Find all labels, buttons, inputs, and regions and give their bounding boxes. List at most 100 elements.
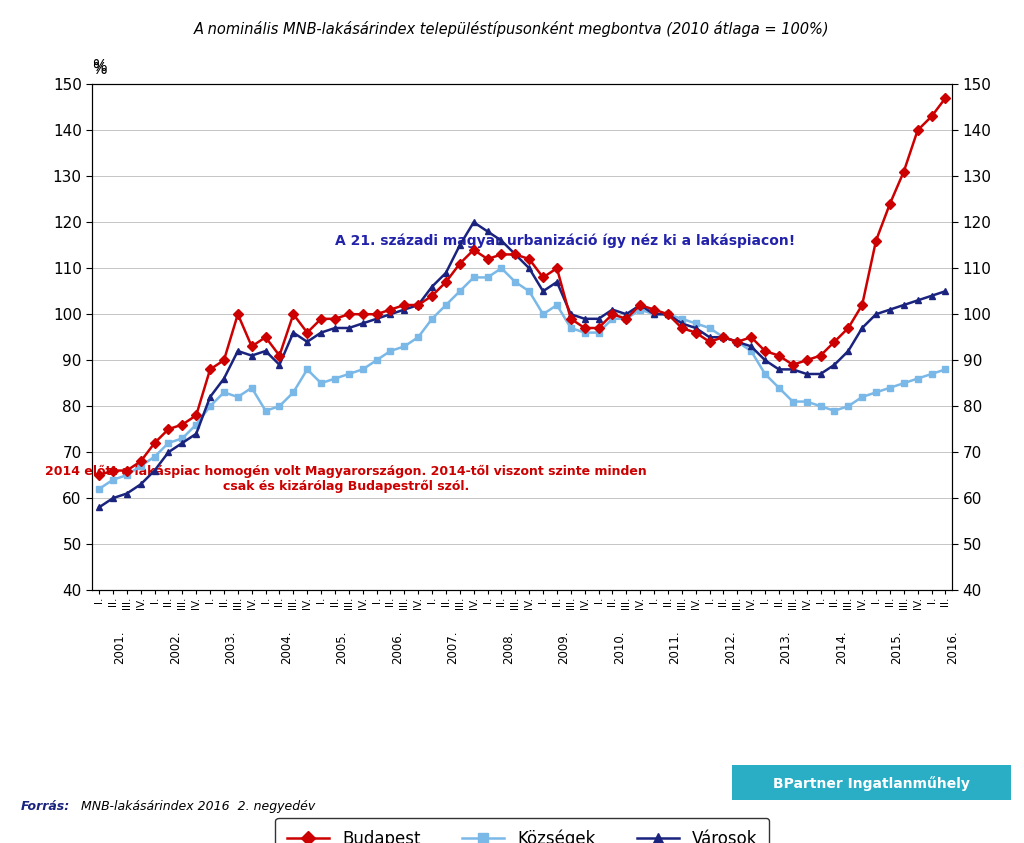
Text: IV.: IV. <box>136 597 145 609</box>
Text: III.: III. <box>177 597 187 609</box>
Text: III.: III. <box>510 597 520 609</box>
Text: I.: I. <box>260 597 270 604</box>
Text: IV.: IV. <box>469 597 478 609</box>
Városok <box>259 346 271 356</box>
Text: 2012.: 2012. <box>724 631 737 664</box>
Text: %: % <box>92 59 106 74</box>
Text: II.: II. <box>385 597 395 606</box>
Városok <box>842 346 854 356</box>
Text: IV.: IV. <box>247 597 257 609</box>
Text: 2002.: 2002. <box>169 631 182 664</box>
Text: I.: I. <box>594 597 603 604</box>
Községek <box>259 405 271 416</box>
Text: %: % <box>92 62 106 78</box>
Text: 2006.: 2006. <box>391 631 403 664</box>
Text: 2005.: 2005. <box>336 631 348 664</box>
Text: III.: III. <box>899 597 908 609</box>
Text: IV.: IV. <box>191 597 201 609</box>
Községek <box>315 379 328 389</box>
Budapest <box>315 314 328 324</box>
Text: II.: II. <box>497 597 507 606</box>
Text: III.: III. <box>455 597 465 609</box>
Text: 2009.: 2009. <box>557 631 570 664</box>
Budapest <box>163 424 175 434</box>
Text: III.: III. <box>289 597 298 609</box>
Text: IV.: IV. <box>524 597 535 609</box>
Községek <box>939 364 951 374</box>
Text: III.: III. <box>844 597 853 609</box>
Text: III.: III. <box>787 597 798 609</box>
Községek <box>93 484 105 494</box>
Városok <box>315 328 328 338</box>
Text: II.: II. <box>885 597 895 606</box>
Budapest <box>926 111 938 121</box>
Text: 2001.: 2001. <box>114 631 126 664</box>
Text: 2003.: 2003. <box>224 631 238 664</box>
Text: IV.: IV. <box>414 597 423 609</box>
Text: IV.: IV. <box>912 597 923 609</box>
Text: Forrás:: Forrás: <box>20 801 70 813</box>
Text: III.: III. <box>344 597 354 609</box>
Text: 2016.: 2016. <box>946 631 958 664</box>
Text: III.: III. <box>232 597 243 609</box>
Text: III.: III. <box>622 597 631 609</box>
Text: BPartner Ingatlanműhely: BPartner Ingatlanműhely <box>773 776 970 791</box>
Text: II.: II. <box>774 597 784 606</box>
Községek <box>523 286 536 296</box>
Text: 2014 előtt a lakáspiac homogén volt Magyarországon. 2014-től viszont szinte mind: 2014 előtt a lakáspiac homogén volt Magy… <box>45 464 647 493</box>
Text: III.: III. <box>122 597 132 609</box>
Text: II.: II. <box>441 597 451 606</box>
Text: II.: II. <box>940 597 950 606</box>
Budapest <box>259 332 271 342</box>
Text: I.: I. <box>815 597 825 604</box>
Text: 2011.: 2011. <box>669 631 681 664</box>
Text: MNB-lakásárindex 2016  2. negyedév: MNB-lakásárindex 2016 2. negyedév <box>77 801 315 813</box>
Text: I.: I. <box>760 597 770 604</box>
Text: III.: III. <box>732 597 742 609</box>
Budapest <box>939 93 951 103</box>
Text: II.: II. <box>330 597 340 606</box>
Text: IV.: IV. <box>357 597 368 609</box>
Városok <box>939 286 951 296</box>
Text: II.: II. <box>108 597 118 606</box>
Text: II.: II. <box>552 597 562 606</box>
Text: I.: I. <box>927 597 937 604</box>
Községek <box>842 401 854 411</box>
Text: I.: I. <box>205 597 215 604</box>
Text: II.: II. <box>607 597 617 606</box>
Text: 2015.: 2015. <box>890 631 903 664</box>
Text: 2008.: 2008. <box>502 631 515 664</box>
Községek <box>621 314 633 324</box>
Text: III.: III. <box>677 597 687 609</box>
Budapest <box>828 336 841 346</box>
Line: Budapest: Budapest <box>95 94 949 479</box>
Text: I.: I. <box>316 597 326 604</box>
Text: IV.: IV. <box>580 597 590 609</box>
Községek <box>163 438 175 448</box>
Line: Községek: Községek <box>95 265 949 492</box>
Text: II.: II. <box>829 597 840 606</box>
Text: I.: I. <box>705 597 715 604</box>
Text: I.: I. <box>372 597 382 604</box>
Budapest <box>606 309 618 319</box>
Text: 2010.: 2010. <box>612 631 626 664</box>
Text: III.: III. <box>566 597 575 609</box>
Text: 2013.: 2013. <box>779 631 793 664</box>
Text: IV.: IV. <box>690 597 700 609</box>
Text: I.: I. <box>482 597 493 604</box>
Line: Városok: Városok <box>95 219 949 511</box>
Text: II.: II. <box>164 597 173 606</box>
Text: I.: I. <box>649 597 659 604</box>
Text: A nominális MNB-lakásárindex településtípusonként megbontva (2010 átlaga = 100%): A nominális MNB-lakásárindex településtí… <box>195 21 829 37</box>
Városok <box>468 217 480 228</box>
Városok <box>93 502 105 513</box>
Text: IV.: IV. <box>746 597 756 609</box>
Text: I.: I. <box>871 597 881 604</box>
Községek <box>496 263 508 273</box>
Text: IV.: IV. <box>635 597 645 609</box>
Text: 2014.: 2014. <box>835 631 848 664</box>
Text: IV.: IV. <box>302 597 312 609</box>
Text: IV.: IV. <box>857 597 867 609</box>
Legend: Budapest, Községek, Városok: Budapest, Községek, Városok <box>275 818 769 843</box>
Városok <box>163 447 175 457</box>
